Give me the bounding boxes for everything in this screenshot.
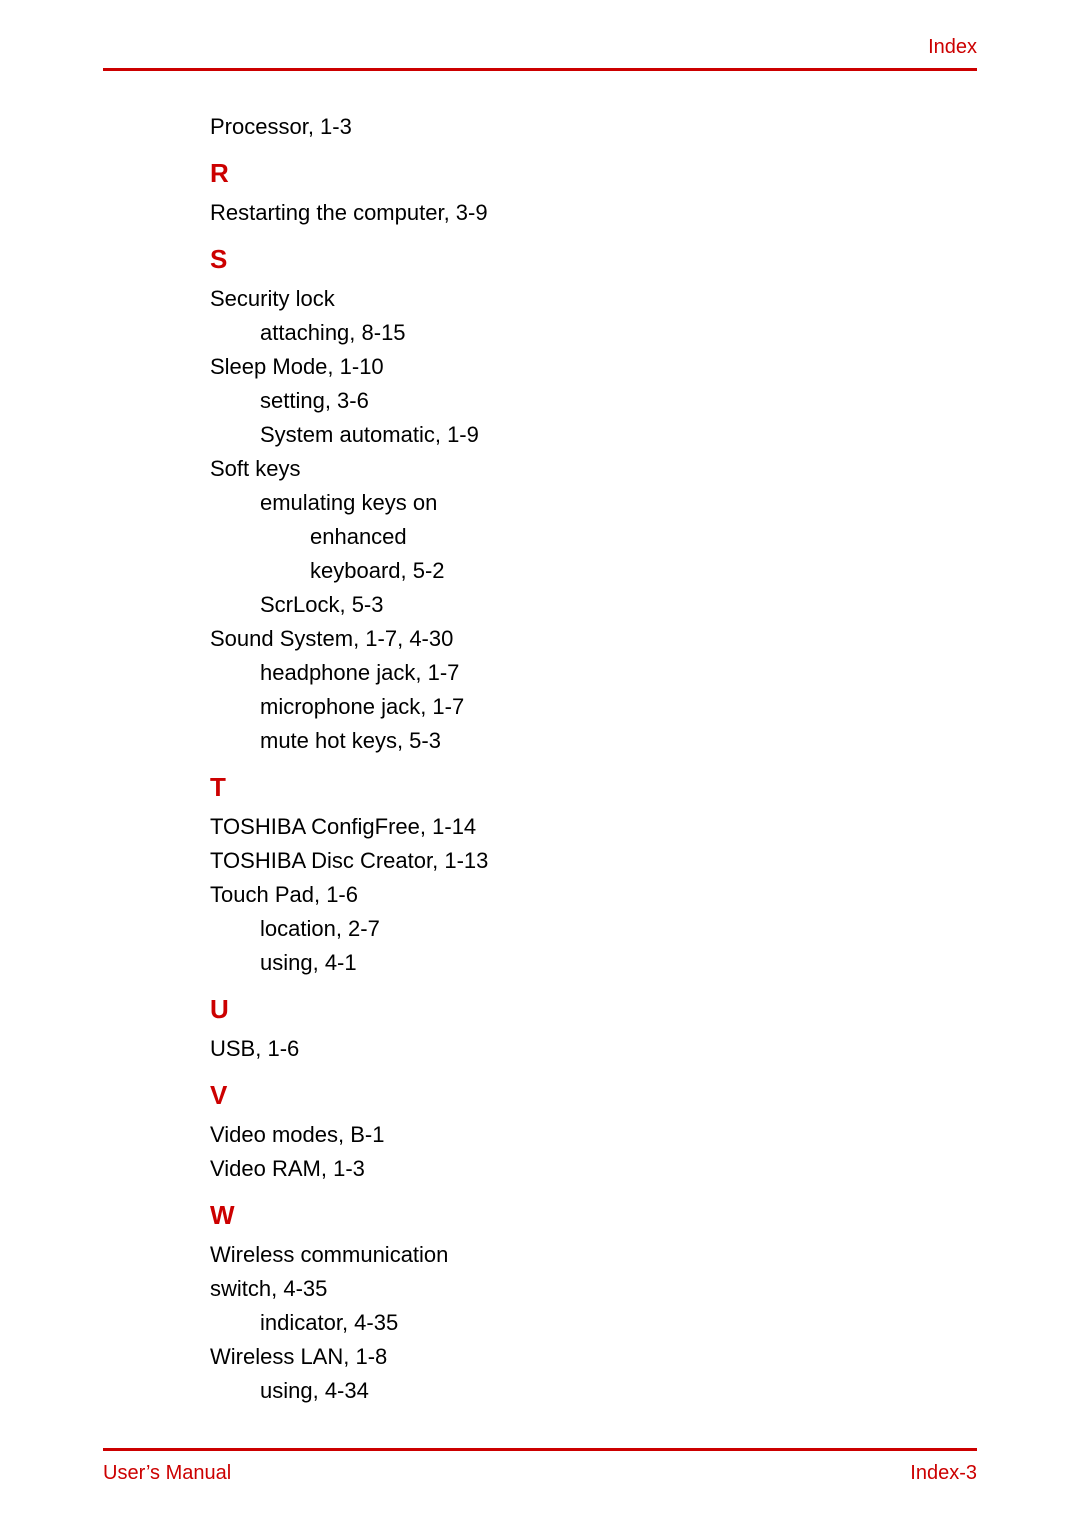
index-entry: microphone jack, 1-7 (210, 690, 910, 724)
index-entry: attaching, 8-15 (210, 316, 910, 350)
index-content: Processor, 1-3 R Restarting the computer, … (210, 110, 910, 1408)
index-entry: USB, 1-6 (210, 1032, 910, 1066)
footer-left-label: User’s Manual (103, 1462, 231, 1485)
index-entry: Sound System, 1-7, 4-30 (210, 622, 910, 656)
index-entry: using, 4-34 (210, 1374, 910, 1408)
index-entry: setting, 3-6 (210, 384, 910, 418)
index-entry: mute hot keys, 5-3 (210, 724, 910, 758)
index-entry: Restarting the computer, 3-9 (210, 196, 910, 230)
index-entry: emulating keys on (210, 486, 910, 520)
index-entry: enhanced (210, 520, 910, 554)
index-entry: Soft keys (210, 452, 910, 486)
header-rule (103, 68, 977, 71)
index-entry: keyboard, 5-2 (210, 554, 910, 588)
index-entry: Wireless LAN, 1-8 (210, 1340, 910, 1374)
section-letter-r: R (210, 156, 910, 190)
index-entry: indicator, 4-35 (210, 1306, 910, 1340)
index-entry: ScrLock, 5-3 (210, 588, 910, 622)
index-entry: TOSHIBA Disc Creator, 1-13 (210, 844, 910, 878)
index-entry: Wireless communication (210, 1238, 910, 1272)
section-letter-v: V (210, 1078, 910, 1112)
section-letter-s: S (210, 242, 910, 276)
section-letter-t: T (210, 770, 910, 804)
index-entry: Video modes, B-1 (210, 1118, 910, 1152)
footer-right-label: Index-3 (910, 1462, 977, 1485)
index-entry: Sleep Mode, 1-10 (210, 350, 910, 384)
index-entry: TOSHIBA ConfigFree, 1-14 (210, 810, 910, 844)
index-entry: location, 2-7 (210, 912, 910, 946)
index-entry: Touch Pad, 1-6 (210, 878, 910, 912)
header-right-label: Index (928, 36, 977, 59)
section-letter-u: U (210, 992, 910, 1026)
index-entry: using, 4-1 (210, 946, 910, 980)
section-letter-w: W (210, 1198, 910, 1232)
index-entry: headphone jack, 1-7 (210, 656, 910, 690)
index-entry: Processor, 1-3 (210, 110, 910, 144)
index-entry: Video RAM, 1-3 (210, 1152, 910, 1186)
index-entry: switch, 4-35 (210, 1272, 910, 1306)
index-entry: System automatic, 1-9 (210, 418, 910, 452)
index-entry: Security lock (210, 282, 910, 316)
footer-rule (103, 1448, 977, 1451)
